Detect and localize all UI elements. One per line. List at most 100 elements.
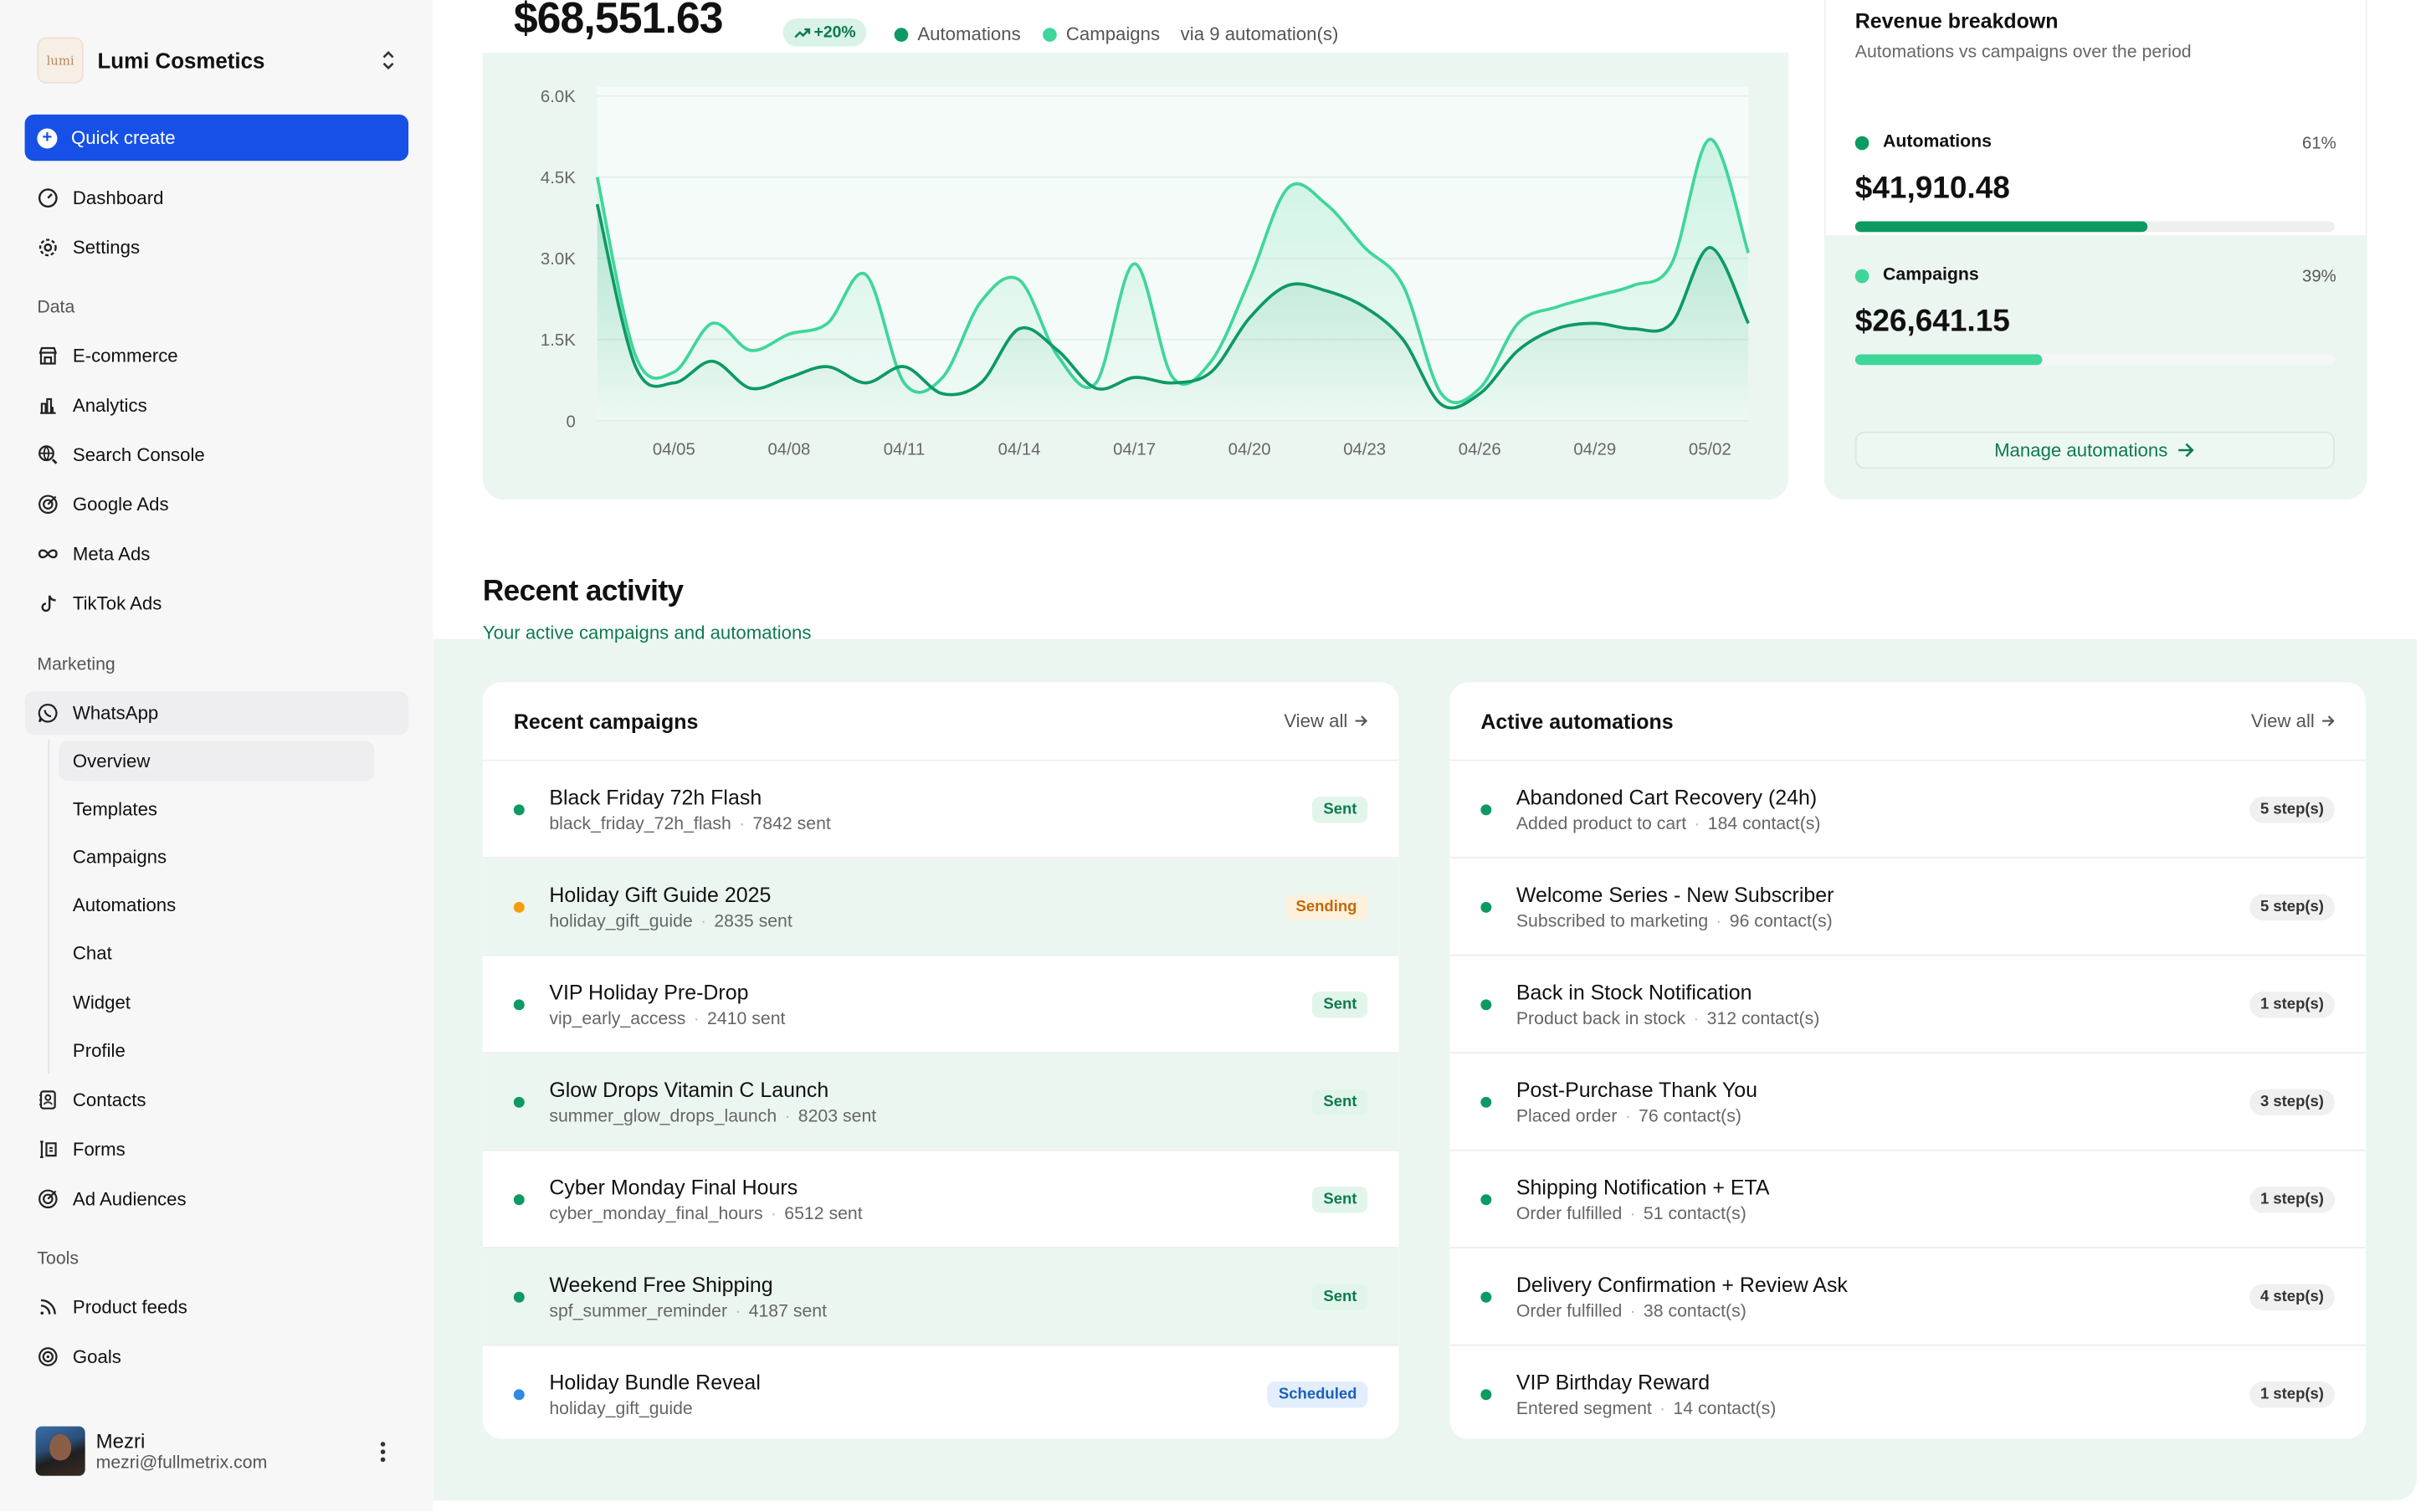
status-dot	[513, 1194, 525, 1206]
legend-campaigns: Campaigns	[1065, 23, 1161, 45]
campaign-meta: spf_summer_reminder · 4187 sent	[549, 1302, 828, 1321]
infinity-icon	[37, 543, 59, 565]
automation-row[interactable]: VIP Birthday Reward Entered segment · 14 co…	[1449, 1345, 2366, 1439]
y-tick-label: 4.5K	[541, 169, 576, 187]
campaign-row[interactable]: Black Friday 72h Flash black_friday_72h_f…	[482, 761, 1399, 859]
sidebar-item-settings[interactable]: Settings	[25, 226, 409, 269]
campaign-template: cyber_monday_final_hours	[549, 1205, 763, 1224]
submenu-item-templates[interactable]: Templates	[72, 798, 158, 820]
automations-pct: 61%	[2302, 134, 2336, 154]
campaign-name: Glow Drops Vitamin C Launch	[549, 1078, 829, 1102]
automation-row[interactable]: Post-Purchase Thank You Placed order · 76 c…	[1449, 1053, 2366, 1151]
sidebar-item-dashboard[interactable]: Dashboard	[25, 177, 409, 220]
activity-title: Recent activity	[482, 575, 684, 608]
status-badge: Sent	[1312, 1089, 1368, 1116]
campaign-row[interactable]: Cyber Monday Final Hours cyber_monday_fin…	[482, 1151, 1399, 1249]
campaign-row[interactable]: Holiday Bundle Reveal holiday_gift_guide S…	[482, 1345, 1399, 1439]
sidebar-item-label: Dashboard	[72, 187, 164, 209]
sidebar-item-meta-ads[interactable]: Meta Ads	[25, 532, 409, 576]
plus-circle-icon: +	[37, 127, 58, 148]
submenu-item-widget[interactable]: Widget	[72, 992, 131, 1013]
store-icon	[37, 345, 59, 366]
quick-create-label: Quick create	[71, 126, 176, 149]
series-area-campaigns	[597, 139, 1749, 421]
breakdown-subtitle: Automations vs campaigns over the period	[1854, 43, 2192, 62]
automation-row[interactable]: Abandoned Cart Recovery (24h) Added produ…	[1449, 761, 2366, 859]
campaign-sent-count: 2410 sent	[707, 1010, 786, 1029]
revenue-chart-card: 0 1.5K 3.0K 4.5K 6.0K 04/05 04/08 04/11 04/14 04/…	[482, 0, 1789, 500]
sidebar-item-contacts[interactable]: Contacts	[25, 1079, 409, 1122]
sidebar-item-search-console[interactable]: Search Console	[25, 433, 409, 477]
recent-campaigns-card: Recent campaigns View all Black Friday 7…	[482, 682, 1399, 1439]
sidebar-item-e-commerce[interactable]: E-commerce	[25, 334, 409, 377]
avatar	[35, 1426, 85, 1476]
submenu-item-campaigns[interactable]: Campaigns	[72, 846, 167, 869]
automation-row[interactable]: Shipping Notification + ETA Order fulfill…	[1449, 1151, 2366, 1249]
manage-automations-button[interactable]: Manage automations	[1854, 431, 2335, 469]
steps-badge: 5 step(s)	[2249, 797, 2335, 823]
quick-create-button[interactable]: + Quick create	[24, 114, 409, 161]
campaigns-view-all-link[interactable]: View all	[1284, 710, 1368, 732]
manage-automations-label: Manage automations	[1994, 439, 2168, 461]
status-dot	[513, 1389, 525, 1401]
sidebar-item-whatsapp[interactable]: WhatsApp	[24, 691, 409, 735]
status-badge: Sent	[1312, 1284, 1368, 1310]
campaign-row[interactable]: Weekend Free Shipping spf_summer_reminder…	[482, 1248, 1399, 1346]
campaign-meta: holiday_gift_guide	[549, 1400, 692, 1418]
automation-row[interactable]: Delivery Confirmation + Review Ask Order …	[1449, 1248, 2366, 1346]
user-profile[interactable]: Mezri mezri@fullmetrix.com	[24, 1404, 409, 1498]
automation-contacts: 76 contact(s)	[1639, 1107, 1741, 1126]
automation-meta: Added product to cart · 184 contact(s)	[1516, 815, 1821, 834]
legend-automations-dot	[894, 28, 909, 42]
automation-meta: Placed order · 76 contact(s)	[1516, 1107, 1741, 1126]
campaigns-pct: 39%	[2302, 267, 2336, 287]
x-tick-label: 04/23	[1343, 441, 1386, 459]
campaign-template: holiday_gift_guide	[549, 912, 693, 932]
x-tick-label: 04/08	[767, 441, 810, 459]
view-all-label: View all	[1284, 710, 1348, 732]
revenue-breakdown-card: Revenue breakdown Automations vs campaig…	[1823, 0, 2367, 500]
status-badge: Sent	[1312, 992, 1368, 1018]
sidebar-item-label: Goals	[72, 1345, 121, 1368]
form-icon	[37, 1139, 59, 1161]
sidebar-item-tiktok-ads[interactable]: TikTok Ads	[25, 582, 409, 625]
automations-label: Automations	[1883, 133, 1992, 152]
more-vertical-icon[interactable]	[372, 1441, 393, 1462]
status-dot	[513, 999, 525, 1011]
automation-meta: Order fulfilled · 51 contact(s)	[1516, 1205, 1746, 1224]
sidebar-item-goals[interactable]: Goals	[25, 1335, 409, 1379]
automation-meta: Product back in stock · 312 contact(s)	[1516, 1010, 1820, 1029]
automation-trigger: Placed order	[1516, 1107, 1618, 1126]
campaign-sent-count: 2835 sent	[714, 912, 792, 932]
sidebar-item-analytics[interactable]: Analytics	[25, 384, 409, 428]
active-automations-title: Active automations	[1480, 710, 1674, 734]
campaign-sent-count: 8203 sent	[798, 1107, 877, 1126]
campaign-row[interactable]: Glow Drops Vitamin C Launch summer_glow_d…	[482, 1053, 1399, 1151]
submenu-item-profile[interactable]: Profile	[72, 1039, 126, 1062]
automation-row[interactable]: Welcome Series - New Subscriber Subscribe…	[1449, 859, 2366, 956]
automations-view-all-link[interactable]: View all	[2251, 710, 2335, 732]
section-label: Data	[37, 298, 75, 318]
automation-row[interactable]: Back in Stock Notification Product back i…	[1449, 956, 2366, 1054]
chevron-up-down-icon[interactable]	[374, 46, 402, 74]
sidebar-item-google-ads[interactable]: Google Ads	[25, 483, 409, 526]
sidebar-item-label: Forms	[72, 1138, 126, 1161]
campaign-sent-count: 4187 sent	[748, 1302, 828, 1321]
workspace-switcher[interactable]: lumi Lumi Cosmetics	[25, 31, 409, 90]
y-tick-label: 6.0K	[541, 88, 576, 106]
sidebar-item-label: Google Ads	[72, 493, 169, 515]
status-dot	[1480, 1096, 1492, 1108]
sidebar-item-label: Contacts	[72, 1089, 146, 1111]
campaign-name: Holiday Gift Guide 2025	[549, 883, 772, 907]
campaign-row[interactable]: VIP Holiday Pre-Drop vip_early_access · 241…	[482, 956, 1399, 1054]
x-tick-label: 04/17	[1113, 441, 1156, 459]
legend-campaigns-dot	[1043, 28, 1057, 42]
submenu-item-chat[interactable]: Chat	[72, 941, 112, 964]
submenu-item-automations[interactable]: Automations	[72, 894, 177, 916]
sidebar-item-label: WhatsApp	[72, 702, 159, 725]
sidebar-item-product-feeds[interactable]: Product feeds	[25, 1285, 409, 1329]
sidebar-item-ad-audiences[interactable]: Ad Audiences	[25, 1177, 409, 1221]
campaign-row[interactable]: Holiday Gift Guide 2025 holiday_gift_guid…	[482, 859, 1399, 956]
sidebar-item-forms[interactable]: Forms	[25, 1128, 409, 1171]
submenu-item-overview[interactable]: Overview	[59, 741, 375, 782]
